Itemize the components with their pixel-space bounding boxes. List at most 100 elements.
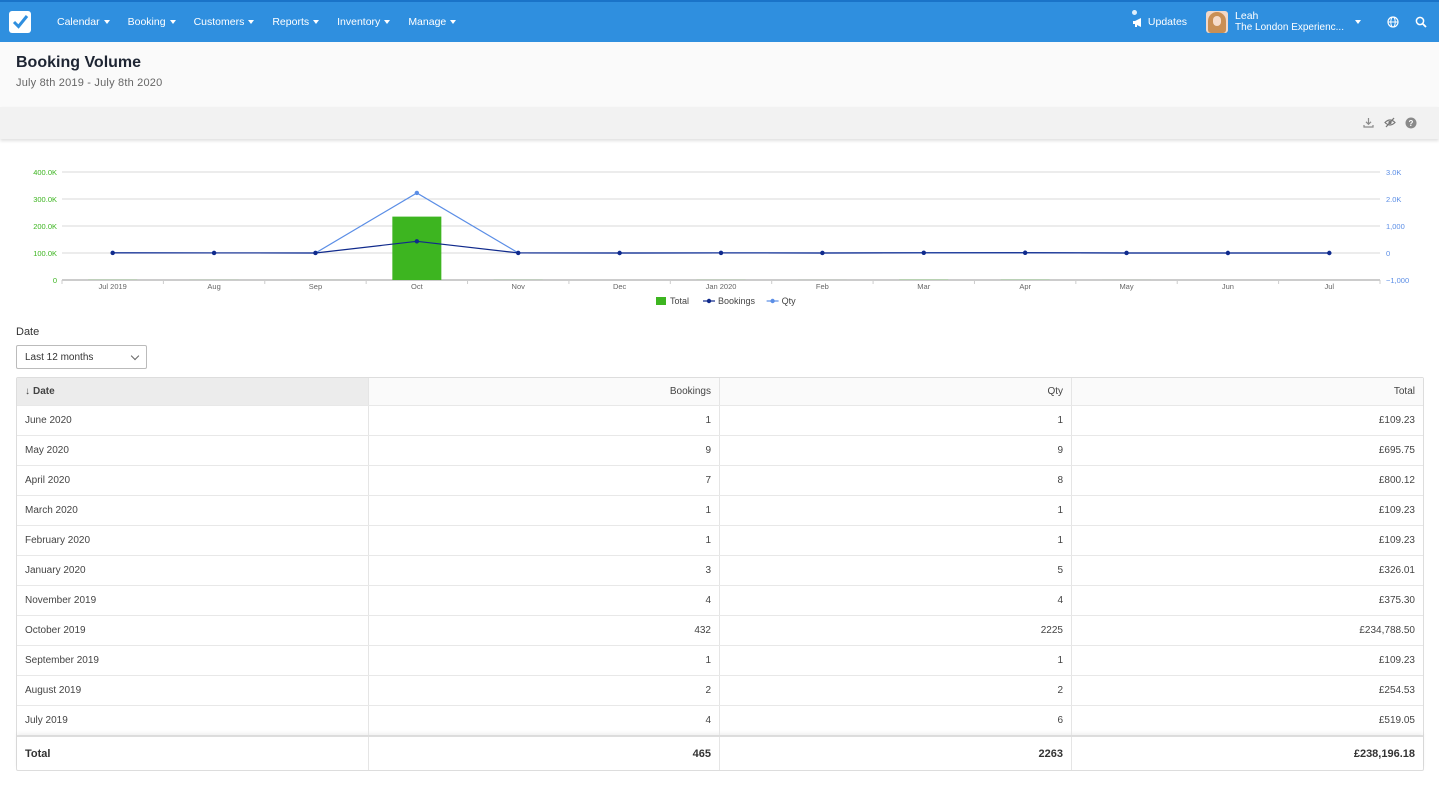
hide-icon[interactable] — [1383, 116, 1396, 129]
table-total-row: Total 465 2263 £238,196.18 — [17, 736, 1423, 770]
legend-label: Total — [670, 296, 689, 306]
left-axis-tick-label: 100.0K — [33, 249, 57, 258]
cell-qty: 9 — [720, 436, 1072, 465]
menu-label: Manage — [408, 16, 447, 28]
booking-volume-table: ↓ Date Bookings Qty Total June 2020 1 1 £109… — [16, 377, 1424, 771]
menu-manage[interactable]: Manage — [399, 16, 465, 28]
cell-total: £109.23 — [1378, 535, 1415, 546]
table-row: August 2019 2 2 £254.53 — [17, 676, 1423, 706]
table-header-row: ↓ Date Bookings Qty Total — [17, 378, 1423, 406]
cell-qty: 4 — [720, 586, 1072, 615]
point-bookings — [516, 250, 521, 256]
menu-booking[interactable]: Booking — [119, 16, 185, 28]
main-menu: Calendar Booking Customers Reports Inven… — [48, 16, 465, 28]
cell-qty: 1 — [720, 646, 1072, 675]
left-axis-tick-label: 0 — [53, 276, 57, 285]
column-header-bookings[interactable]: Bookings — [369, 378, 720, 405]
legend-marker-bookings — [706, 298, 712, 304]
search-icon[interactable] — [1407, 16, 1435, 28]
right-axis-tick-label: −1,000 — [1386, 276, 1409, 285]
right-axis-tick-label: 3.0K — [1386, 168, 1401, 177]
point-bookings — [617, 250, 622, 256]
legend-label: Qty — [782, 296, 797, 306]
cell-total: £695.75 — [1378, 445, 1415, 456]
menu-inventory[interactable]: Inventory — [328, 16, 399, 28]
cell-qty: 6 — [720, 706, 1072, 735]
x-axis-tick-label: Sep — [309, 282, 322, 291]
page-header: Booking Volume July 8th 2019 - July 8th … — [0, 42, 1439, 107]
date-range-value: Last 12 months — [25, 351, 94, 363]
point-bookings — [820, 250, 825, 256]
column-header-qty[interactable]: Qty — [720, 378, 1072, 405]
right-axis-tick-label: 1,000 — [1386, 222, 1405, 231]
app-logo-icon[interactable] — [9, 11, 31, 33]
table-row: November 2019 4 4 £375.30 — [17, 586, 1423, 616]
booking-volume-chart: 0 100.0K 200.0K 300.0K 400.0K −1,000 0 1,000 2.0… — [0, 160, 1439, 315]
updates-button[interactable]: Updates — [1131, 10, 1187, 28]
caret-down-icon — [313, 20, 320, 24]
user-name: Leah — [1235, 10, 1259, 22]
date-range-subtitle: July 8th 2019 - July 8th 2020 — [16, 77, 163, 89]
user-menu[interactable]: Leah The London Experienc... — [1206, 10, 1361, 34]
menu-calendar[interactable]: Calendar — [48, 16, 119, 28]
header-label: Qty — [1047, 386, 1063, 397]
cell-date: August 2019 — [17, 676, 369, 705]
page-title: Booking Volume — [16, 54, 142, 71]
cell-bookings: 2 — [369, 676, 720, 705]
cell-total: £109.23 — [1378, 655, 1415, 666]
cell-date: April 2020 — [17, 466, 369, 495]
menu-label: Customers — [193, 16, 245, 28]
menu-reports[interactable]: Reports — [263, 16, 328, 28]
x-axis-tick-label: Oct — [411, 282, 424, 291]
cell-total: £254.53 — [1378, 685, 1415, 696]
line-qty — [112, 192, 1330, 254]
point-bookings — [313, 250, 318, 256]
total-bookings: 465 — [369, 737, 720, 770]
x-axis-tick-label: Feb — [816, 282, 829, 291]
nav-right: Updates Leah The London Experienc... — [1131, 2, 1439, 42]
cell-bookings: 432 — [369, 616, 720, 645]
cell-bookings: 7 — [369, 466, 720, 495]
table-body: June 2020 1 1 £109.23 May 2020 9 9 £695.75 April… — [17, 406, 1423, 736]
column-header-date[interactable]: ↓ Date — [17, 378, 369, 405]
download-icon[interactable] — [1362, 116, 1375, 129]
cell-bookings: 3 — [369, 556, 720, 585]
x-axis-tick-label: Jul 2019 — [99, 282, 127, 291]
cell-qty: 1 — [720, 406, 1072, 435]
cell-total: £375.30 — [1378, 595, 1415, 606]
user-company: The London Experienc... — [1235, 22, 1344, 33]
table-row: July 2019 4 6 £519.05 — [17, 706, 1423, 736]
total-label: Total — [17, 737, 369, 770]
chevron-down-icon — [130, 351, 140, 360]
cell-date: September 2019 — [17, 646, 369, 675]
avatar — [1206, 11, 1229, 33]
point-bookings — [921, 250, 926, 256]
table-row: April 2020 7 8 £800.12 — [17, 466, 1423, 496]
table-row: September 2019 1 1 £109.23 — [17, 646, 1423, 676]
menu-label: Inventory — [337, 16, 381, 28]
point-bookings — [211, 250, 217, 256]
column-header-total[interactable]: Total — [1072, 378, 1423, 405]
cell-bookings: 1 — [369, 646, 720, 675]
cell-bookings: 1 — [369, 526, 720, 555]
caret-down-icon — [248, 20, 255, 24]
cell-qty: 5 — [720, 556, 1072, 585]
cell-qty: 2225 — [720, 616, 1072, 645]
cell-qty: 8 — [720, 466, 1072, 495]
menu-customers[interactable]: Customers — [185, 16, 264, 28]
cell-total: £109.23 — [1378, 505, 1415, 516]
table-row: February 2020 1 1 £109.23 — [17, 526, 1423, 556]
date-range-select[interactable]: Last 12 months — [16, 345, 147, 369]
help-icon[interactable]: ? — [1404, 116, 1417, 129]
toolbar-icons: ? — [1362, 116, 1417, 129]
svg-text:?: ? — [1408, 119, 1413, 128]
header-label: Total — [1393, 386, 1415, 397]
menu-label: Reports — [272, 16, 310, 28]
point-bookings — [110, 250, 115, 256]
left-axis-tick-label: 300.0K — [33, 195, 57, 204]
globe-icon[interactable] — [1379, 16, 1407, 28]
table-row: June 2020 1 1 £109.23 — [17, 406, 1423, 436]
total-amount: £238,196.18 — [1353, 747, 1415, 760]
cell-date: June 2020 — [17, 406, 369, 435]
x-axis-tick-label: May — [1119, 282, 1133, 291]
